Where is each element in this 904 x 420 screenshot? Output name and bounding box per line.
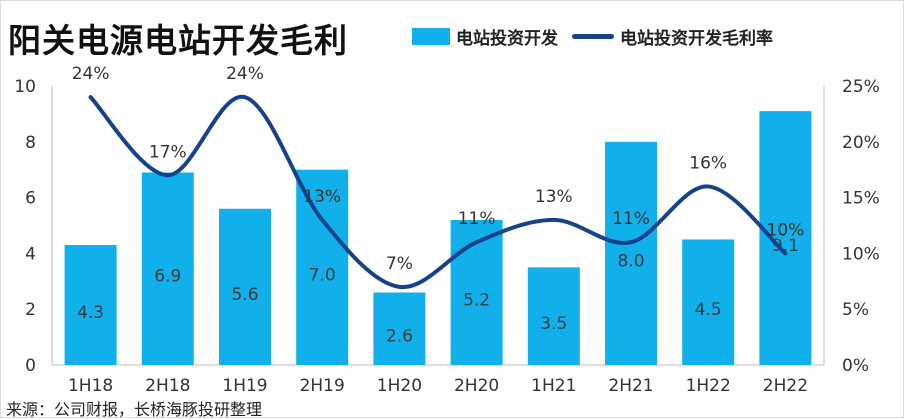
bar-data-label: 9.1 xyxy=(772,236,799,256)
bar-data-label: 6.9 xyxy=(154,267,181,287)
x-tick-label: 1H18 xyxy=(68,376,113,396)
bar-data-label: 8.0 xyxy=(617,251,644,271)
line-data-label: 13% xyxy=(303,187,341,207)
legend-swatch-bar xyxy=(412,28,450,45)
line-data-label: 24% xyxy=(226,64,264,84)
bar-data-label: 4.5 xyxy=(695,300,722,320)
x-tick-label: 2H19 xyxy=(300,376,345,396)
bar-1H22 xyxy=(682,239,735,365)
bar-data-label: 4.3 xyxy=(77,303,104,323)
y-right-tick-label: 0% xyxy=(842,356,869,376)
source-footnote: 来源：公司财报，长桥海豚投研整理 xyxy=(6,400,263,419)
legend-label-line: 电站投资开发毛利率 xyxy=(620,29,773,49)
y-right-tick-label: 20% xyxy=(842,133,880,153)
y-right-tick-label: 10% xyxy=(842,244,880,264)
line-data-label: 16% xyxy=(689,153,727,173)
bar-1H19 xyxy=(219,208,271,365)
bar-data-label: 5.2 xyxy=(463,290,490,310)
y-left-tick-label: 10 xyxy=(14,77,36,97)
line-data-label: 11% xyxy=(458,209,496,229)
y-left-tick-label: 0 xyxy=(25,356,36,376)
legend-item-line: 电站投资开发毛利率 xyxy=(572,24,773,49)
legend-item-bar: 电站投资开发 xyxy=(412,24,558,49)
y-right-tick-label: 15% xyxy=(842,189,880,209)
line-data-label: 7% xyxy=(386,254,413,274)
y-right-tick-label: 5% xyxy=(842,300,869,320)
legend-label-bar: 电站投资开发 xyxy=(456,29,558,49)
x-tick-label: 2H18 xyxy=(145,376,190,396)
x-tick-label: 1H22 xyxy=(686,376,731,396)
bar-2H22 xyxy=(759,111,812,365)
bar-2H21 xyxy=(605,141,657,365)
bar-data-label: 7.0 xyxy=(309,265,336,285)
y-left-tick-label: 6 xyxy=(25,189,36,209)
bar-data-label: 2.6 xyxy=(386,327,413,347)
legend: 电站投资开发 电站投资开发毛利率 xyxy=(412,24,773,49)
bar-1H21 xyxy=(527,267,580,365)
bar-2H19 xyxy=(296,169,349,365)
line-data-label: 11% xyxy=(612,209,650,229)
bar-data-label: 3.5 xyxy=(540,314,567,334)
line-data-label: 13% xyxy=(535,187,573,207)
chart-title: 阳关电源电站开发毛利 xyxy=(8,21,348,60)
legend-swatch-line xyxy=(572,34,614,39)
bar-1H18 xyxy=(64,245,117,365)
y-right-tick-label: 25% xyxy=(842,77,880,97)
bar-data-label: 5.6 xyxy=(231,285,258,305)
x-tick-label: 1H21 xyxy=(531,376,576,396)
x-tick-label: 1H20 xyxy=(377,376,422,396)
bar-2H18 xyxy=(141,172,194,365)
y-left-tick-label: 8 xyxy=(25,133,36,153)
bar-1H20 xyxy=(373,292,426,365)
y-left-tick-label: 2 xyxy=(25,300,36,320)
line-data-label: 24% xyxy=(72,64,110,84)
x-tick-label: 1H19 xyxy=(222,376,267,396)
margin-line-series xyxy=(88,95,788,289)
line-data-label: 10% xyxy=(767,220,805,240)
x-tick-label: 2H22 xyxy=(763,376,808,396)
line-data-label: 17% xyxy=(149,142,187,162)
x-tick-label: 2H21 xyxy=(608,376,653,396)
y-left-tick-label: 4 xyxy=(25,244,36,264)
x-tick-label: 2H20 xyxy=(454,376,499,396)
